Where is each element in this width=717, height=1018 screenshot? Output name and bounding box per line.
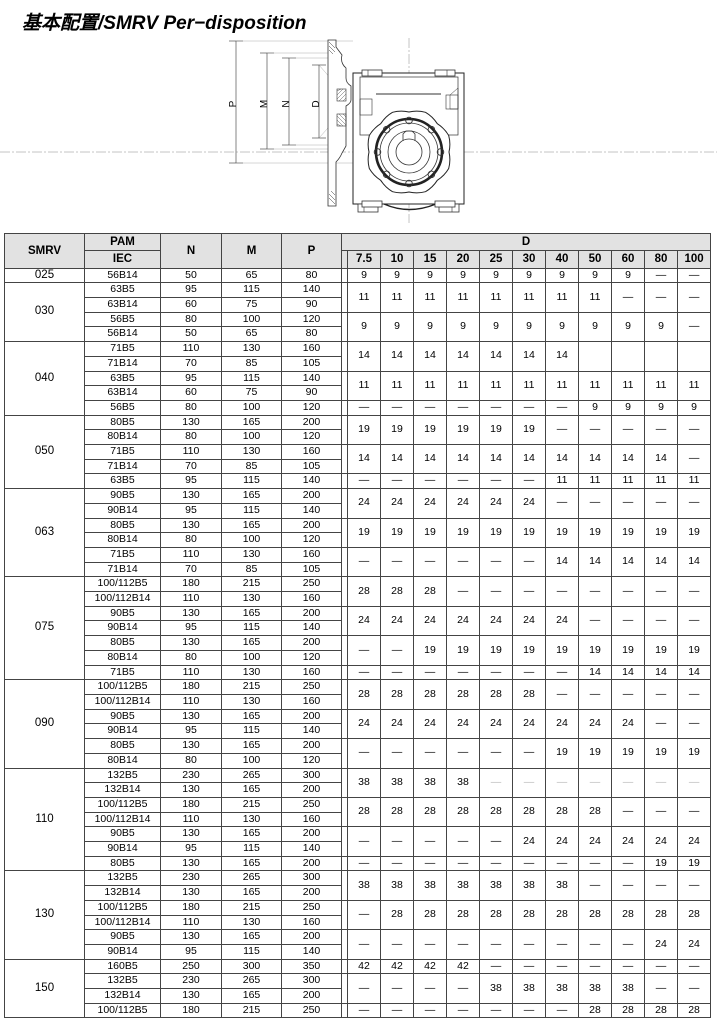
svg-text:D: D	[311, 100, 322, 107]
svg-text:N: N	[281, 100, 292, 107]
svg-text:M: M	[259, 100, 270, 108]
svg-text:P: P	[228, 100, 239, 107]
